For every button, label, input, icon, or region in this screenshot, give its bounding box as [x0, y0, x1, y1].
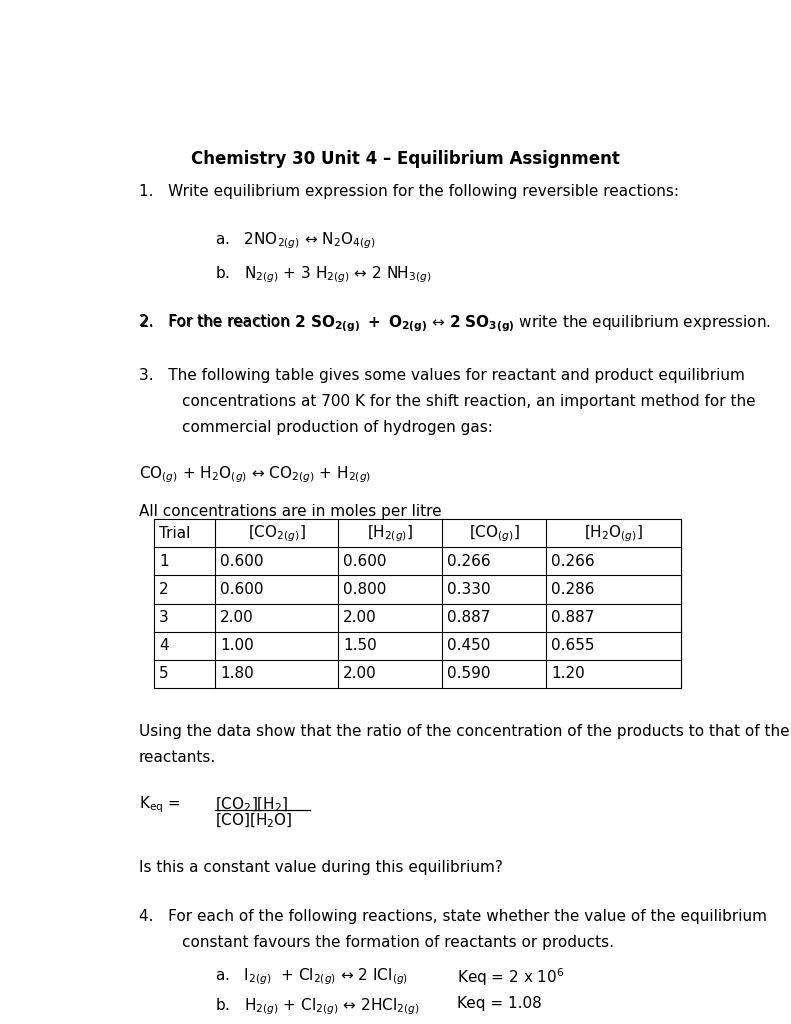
Text: b.   H$_{2(g)}$ + Cl$_{2(g)}$ ↔ 2HCl$_{2(g)}$: b. H$_{2(g)}$ + Cl$_{2(g)}$ ↔ 2HCl$_{2(g… [215, 996, 420, 1017]
Text: 2.00: 2.00 [343, 667, 377, 681]
Text: [CO][H$_2$O]: [CO][H$_2$O] [215, 812, 293, 830]
Text: 0.600: 0.600 [220, 582, 263, 597]
Text: 0.887: 0.887 [551, 610, 595, 625]
Text: Keq = 2 x 10$^6$: Keq = 2 x 10$^6$ [457, 967, 565, 988]
Text: 0.266: 0.266 [447, 554, 490, 569]
Text: 0.590: 0.590 [447, 667, 490, 681]
Text: 2.00: 2.00 [343, 610, 377, 625]
Text: [CO$_2$][H$_2$]: [CO$_2$][H$_2$] [215, 796, 288, 814]
Text: 0.600: 0.600 [343, 554, 386, 569]
Text: All concentrations are in moles per litre: All concentrations are in moles per litr… [138, 504, 441, 518]
Text: 1.00: 1.00 [220, 638, 254, 653]
Text: 2.   For the reaction $\bf{2\ SO_{2(g)}\ +\ O_{2(g)}}$ ↔ $\bf{2\ SO_{3(g)}}$ wri: 2. For the reaction $\bf{2\ SO_{2(g)}\ +… [138, 313, 770, 334]
Text: 0.887: 0.887 [447, 610, 490, 625]
Text: CO$_{(g)}$ + H$_2$O$_{(g)}$ ↔ CO$_{2(g)}$ + H$_{2(g)}$: CO$_{(g)}$ + H$_2$O$_{(g)}$ ↔ CO$_{2(g)}… [138, 465, 371, 485]
Text: a.   I$_{2(g)}$  + Cl$_{2(g)}$ ↔ 2 ICl$_{(g)}$: a. I$_{2(g)}$ + Cl$_{2(g)}$ ↔ 2 ICl$_{(g… [215, 967, 409, 987]
Text: [H$_2$O$_{(g)}$]: [H$_2$O$_{(g)}$] [585, 523, 643, 544]
Text: b.   N$_{2(g)}$ + 3 H$_{2(g)}$ ↔ 2 NH$_{3(g)}$: b. N$_{2(g)}$ + 3 H$_{2(g)}$ ↔ 2 NH$_{3(… [215, 264, 432, 285]
Text: 1.50: 1.50 [343, 638, 377, 653]
Text: 1.20: 1.20 [551, 667, 585, 681]
Text: 1.80: 1.80 [220, 667, 254, 681]
Text: 1: 1 [159, 554, 168, 569]
Text: 4: 4 [159, 638, 168, 653]
Text: 4.   For each of the following reactions, state whether the value of the equilib: 4. For each of the following reactions, … [138, 909, 766, 924]
Text: 2: 2 [159, 582, 168, 597]
Text: Using the data show that the ratio of the concentration of the products to that : Using the data show that the ratio of th… [138, 724, 789, 739]
Text: concentrations at 700 K for the shift reaction, an important method for the: concentrations at 700 K for the shift re… [182, 394, 755, 410]
Text: 0.450: 0.450 [447, 638, 490, 653]
Text: 3: 3 [159, 610, 168, 625]
Text: [CO$_{(g)}$]: [CO$_{(g)}$] [469, 523, 520, 544]
Text: commercial production of hydrogen gas:: commercial production of hydrogen gas: [182, 421, 493, 435]
Text: reactants.: reactants. [138, 751, 216, 765]
Text: 0.655: 0.655 [551, 638, 595, 653]
Text: 0.330: 0.330 [447, 582, 490, 597]
Text: 0.600: 0.600 [220, 554, 263, 569]
Text: 5: 5 [159, 667, 168, 681]
Text: Trial: Trial [159, 525, 191, 541]
Text: 3.   The following table gives some values for reactant and product equilibrium: 3. The following table gives some values… [138, 369, 744, 383]
Text: a.   2NO$_{2(g)}$ ↔ N$_2$O$_{4(g)}$: a. 2NO$_{2(g)}$ ↔ N$_2$O$_{4(g)}$ [215, 230, 377, 251]
Text: 0.266: 0.266 [551, 554, 595, 569]
Text: Keq = 1.08: Keq = 1.08 [457, 996, 543, 1011]
Text: 0.800: 0.800 [343, 582, 386, 597]
Text: [H$_{2(g)}$]: [H$_{2(g)}$] [367, 523, 413, 544]
Text: 2.00: 2.00 [220, 610, 254, 625]
Text: K$_{\sf{eq}}$ =: K$_{\sf{eq}}$ = [138, 795, 180, 815]
Text: constant favours the formation of reactants or products.: constant favours the formation of reacta… [182, 935, 614, 950]
Text: [CO$_{2(g)}$]: [CO$_{2(g)}$] [248, 523, 305, 544]
Text: Is this a constant value during this equilibrium?: Is this a constant value during this equ… [138, 859, 502, 874]
Text: 0.286: 0.286 [551, 582, 595, 597]
Text: 1.   Write equilibrium expression for the following reversible reactions:: 1. Write equilibrium expression for the … [138, 183, 679, 199]
Text: 2.   For the reaction: 2. For the reaction [138, 313, 294, 329]
Text: Chemistry 30 Unit 4 – Equilibrium Assignment: Chemistry 30 Unit 4 – Equilibrium Assign… [191, 151, 620, 169]
